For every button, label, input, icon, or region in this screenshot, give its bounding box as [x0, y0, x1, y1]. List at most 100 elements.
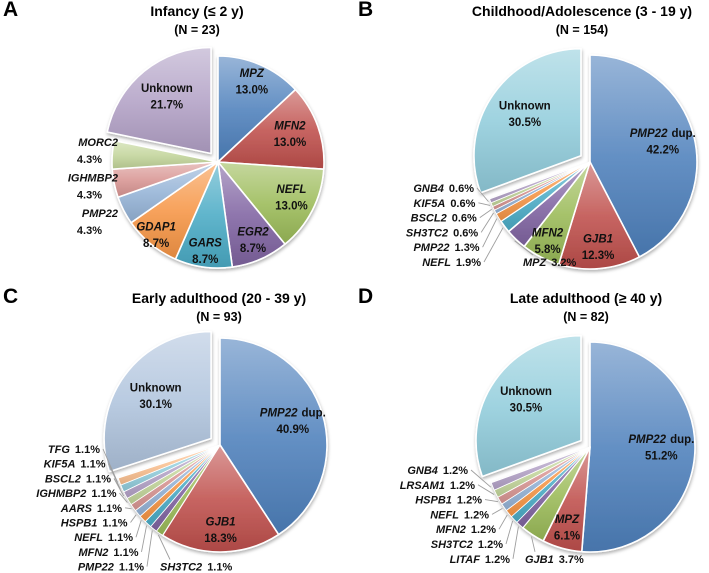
- callout-label-BSCL2: BSCL2 1.1%: [45, 473, 111, 485]
- pie-slice-A-NEFL: [217, 161, 325, 245]
- leader-line-GJB1: [531, 536, 536, 552]
- callout-label-GJB1: GJB1 3.7%: [525, 554, 584, 566]
- slice-label-GARS: GARS 8.7%: [189, 237, 223, 266]
- callout-value-MORC2: 4.3%: [77, 154, 102, 166]
- slice-label-PMP22: PMP22 dup. 40.9%: [260, 407, 326, 436]
- pie-slices: [103, 330, 328, 553]
- callout-label-IGHMBP2: IGHMBP2: [68, 173, 118, 185]
- callout-label-BSCL2: BSCL2 0.6%: [411, 213, 477, 225]
- slice-label-MPZ: MPZ 6.1%: [554, 514, 580, 543]
- slice-label-PMP22: PMP22 dup. 51.2%: [628, 434, 694, 463]
- leader-line-SH3TC2: [480, 212, 494, 233]
- callout-label-HSPB1: HSPB1 1.1%: [61, 518, 128, 530]
- chart-subtitle: (N = 154): [555, 22, 609, 37]
- panel-letter-b: B: [358, 0, 374, 21]
- slice-label-Unknown: Unknown 30.1%: [130, 382, 182, 411]
- leader-line-HSPB1: [130, 514, 137, 523]
- callout-label-GNB4: GNB4 0.6%: [413, 183, 474, 195]
- pie-slice-A-MORC2: [111, 139, 219, 170]
- slice-labels: MPZ 13.0%MFN2 13.0% NEFL 13.0%EGR2 8.7% GARS 8.…: [68, 68, 308, 266]
- slice-label-Unknown: Unknown 21.7%: [141, 83, 193, 112]
- callout-label-MORC2: MORC2: [78, 137, 118, 149]
- callout-label-LRSAM1: LRSAM1 1.2%: [400, 480, 476, 492]
- callout-label-MFN2: MFN2 1.2%: [436, 524, 496, 536]
- pie-slices: [475, 334, 696, 553]
- pie-slice-B-Unknown: [473, 47, 582, 194]
- panel-title-block: Late adulthood (≥ 40 y) (N = 82): [510, 289, 662, 326]
- chart-subtitle: (N = 82): [563, 309, 609, 324]
- chart-title: Late adulthood (≥ 40 y): [509, 290, 663, 306]
- pie-chart-early-adulthood: PMP22 dup. 40.9% GJB1 18.3% Unknown 30.1% TFG 1.…: [36, 330, 328, 573]
- leader-line-PMP22: [482, 218, 498, 248]
- pie-slice-D-GNB4: [490, 446, 591, 491]
- callout-label-GNB4: GNB4 1.2%: [407, 465, 468, 477]
- pie-chart-infancy: MPZ 13.0%MFN2 13.0% NEFL 13.0%EGR2 8.7% GARS 8.…: [68, 46, 325, 269]
- leader-line-BSCL2: [479, 208, 493, 218]
- callout-label-MPZ: MPZ 3.2%: [523, 257, 577, 269]
- callout-label-HSPB1: HSPB1 1.2%: [415, 495, 482, 507]
- slice-label-MFN2: MFN2 13.0%: [274, 120, 307, 149]
- pie-slice-C-TFG: [117, 444, 221, 486]
- callout-label-KIF5A: KIF5A 0.6%: [414, 198, 476, 210]
- panel-letter-d: D: [358, 285, 374, 308]
- pie-slices: [473, 47, 698, 270]
- slice-labels: PMP22 dup. 42.2% GJB1 12.3% MFN2 5.8% Unknown 30…: [406, 101, 696, 269]
- pie-chart-late-adulthood: PMP22 dup. 51.2% MPZ 6.1% Unknown 30.5% GNB4 1.2…: [400, 334, 696, 566]
- panel-title-block: Childhood/Adolescence (3 - 19 y) (N = 15…: [472, 2, 692, 39]
- leader-line-TFG: [102, 448, 118, 483]
- callout-label-AARS: AARS 1.1%: [60, 503, 122, 515]
- callout-label-TFG: TFG 1.1%: [48, 444, 100, 456]
- leader-line-GNB4: [470, 469, 492, 488]
- leader-lines: [470, 469, 536, 559]
- slice-label-Unknown: Unknown 30.5%: [499, 101, 551, 130]
- slice-label-GJB1: GJB1 18.3%: [204, 517, 237, 546]
- panel-d-late-adulthood: D Late adulthood (≥ 40 y) (N = 82) PMP22…: [355, 285, 709, 573]
- callout-label-SH3TC2: SH3TC2 0.6%: [406, 227, 478, 239]
- callout-label-NEFL: NEFL 1.9%: [422, 257, 481, 269]
- slice-label-GJB1: GJB1 12.3%: [582, 233, 615, 262]
- chart-title: Early adulthood (20 - 39 y): [131, 290, 307, 306]
- pie-slice-D-PMP22: [580, 341, 696, 553]
- chart-title: Infancy (≤ 2 y): [150, 3, 244, 19]
- callout-label-SH3TC2: SH3TC2 1.2%: [431, 539, 503, 551]
- chart-title: Childhood/Adolescence (3 - 19 y): [471, 3, 693, 19]
- slice-labels: PMP22 dup. 51.2% MPZ 6.1% Unknown 30.5% GNB4 1.2…: [400, 386, 695, 566]
- callout-label-NEFL: NEFL 1.2%: [430, 509, 489, 521]
- leader-line-BSCL2: [113, 478, 125, 497]
- leader-line-MFN2: [498, 514, 508, 530]
- slice-label-MFN2: MFN2 5.8%: [532, 228, 564, 257]
- slice-label-Unknown: Unknown 30.5%: [500, 386, 552, 415]
- leader-line-MPZ: [514, 240, 534, 256]
- callout-label-LITAF: LITAF 1.2%: [450, 554, 511, 566]
- chart-subtitle: (N = 93): [196, 309, 242, 324]
- chart-subtitle: (N = 23): [174, 22, 220, 37]
- pie-slice-B-PMP22: [589, 54, 698, 258]
- panel-letter-a: A: [3, 0, 19, 21]
- leader-line-KIF5A: [108, 463, 121, 490]
- slice-label-NEFL: NEFL 13.0%: [275, 184, 308, 213]
- leader-line-MFN2: [141, 525, 148, 552]
- pie-slice-D-Unknown: [475, 334, 582, 478]
- panel-b-childhood-adolescence: B Childhood/Adolescence (3 - 19 y) (N = …: [355, 0, 709, 286]
- pie-slice-A-MFN2: [217, 88, 325, 170]
- slice-label-PMP22: PMP22 dup. 42.2%: [630, 128, 696, 157]
- callout-label-MFN2: MFN2 1.1%: [78, 547, 138, 559]
- leader-line-LRSAM1: [477, 484, 495, 495]
- leader-line-NEFL: [483, 227, 504, 263]
- panel-letter-c: C: [3, 285, 19, 308]
- leader-line-AARS: [124, 507, 132, 510]
- callout-label-PMP22: PMP22 1.1%: [78, 562, 144, 573]
- leader-line-NEFL: [491, 508, 503, 515]
- pie-slice-A-MPZ: [217, 55, 297, 163]
- leader-line-KIF5A: [478, 202, 491, 206]
- pie-slice-C-Unknown: [103, 330, 212, 473]
- slice-labels: PMP22 dup. 40.9% GJB1 18.3% Unknown 30.1% TFG 1.…: [36, 382, 326, 573]
- leader-line-SH3TC2: [157, 534, 171, 560]
- pie-chart-childhood-adolescence: PMP22 dup. 42.2% GJB1 12.3% MFN2 5.8% Unknown 30…: [406, 47, 698, 270]
- pie-slice-B-GNB4: [489, 161, 591, 204]
- pie-slice-A-Unknown: [106, 46, 212, 155]
- leader-line-HSPB1: [484, 499, 499, 503]
- panel-c-early-adulthood: C Early adulthood (20 - 39 y) (N = 93) P…: [0, 285, 354, 573]
- callout-label-KIF5A: KIF5A 1.1%: [44, 459, 106, 471]
- leader-line-GNB4: [476, 187, 489, 202]
